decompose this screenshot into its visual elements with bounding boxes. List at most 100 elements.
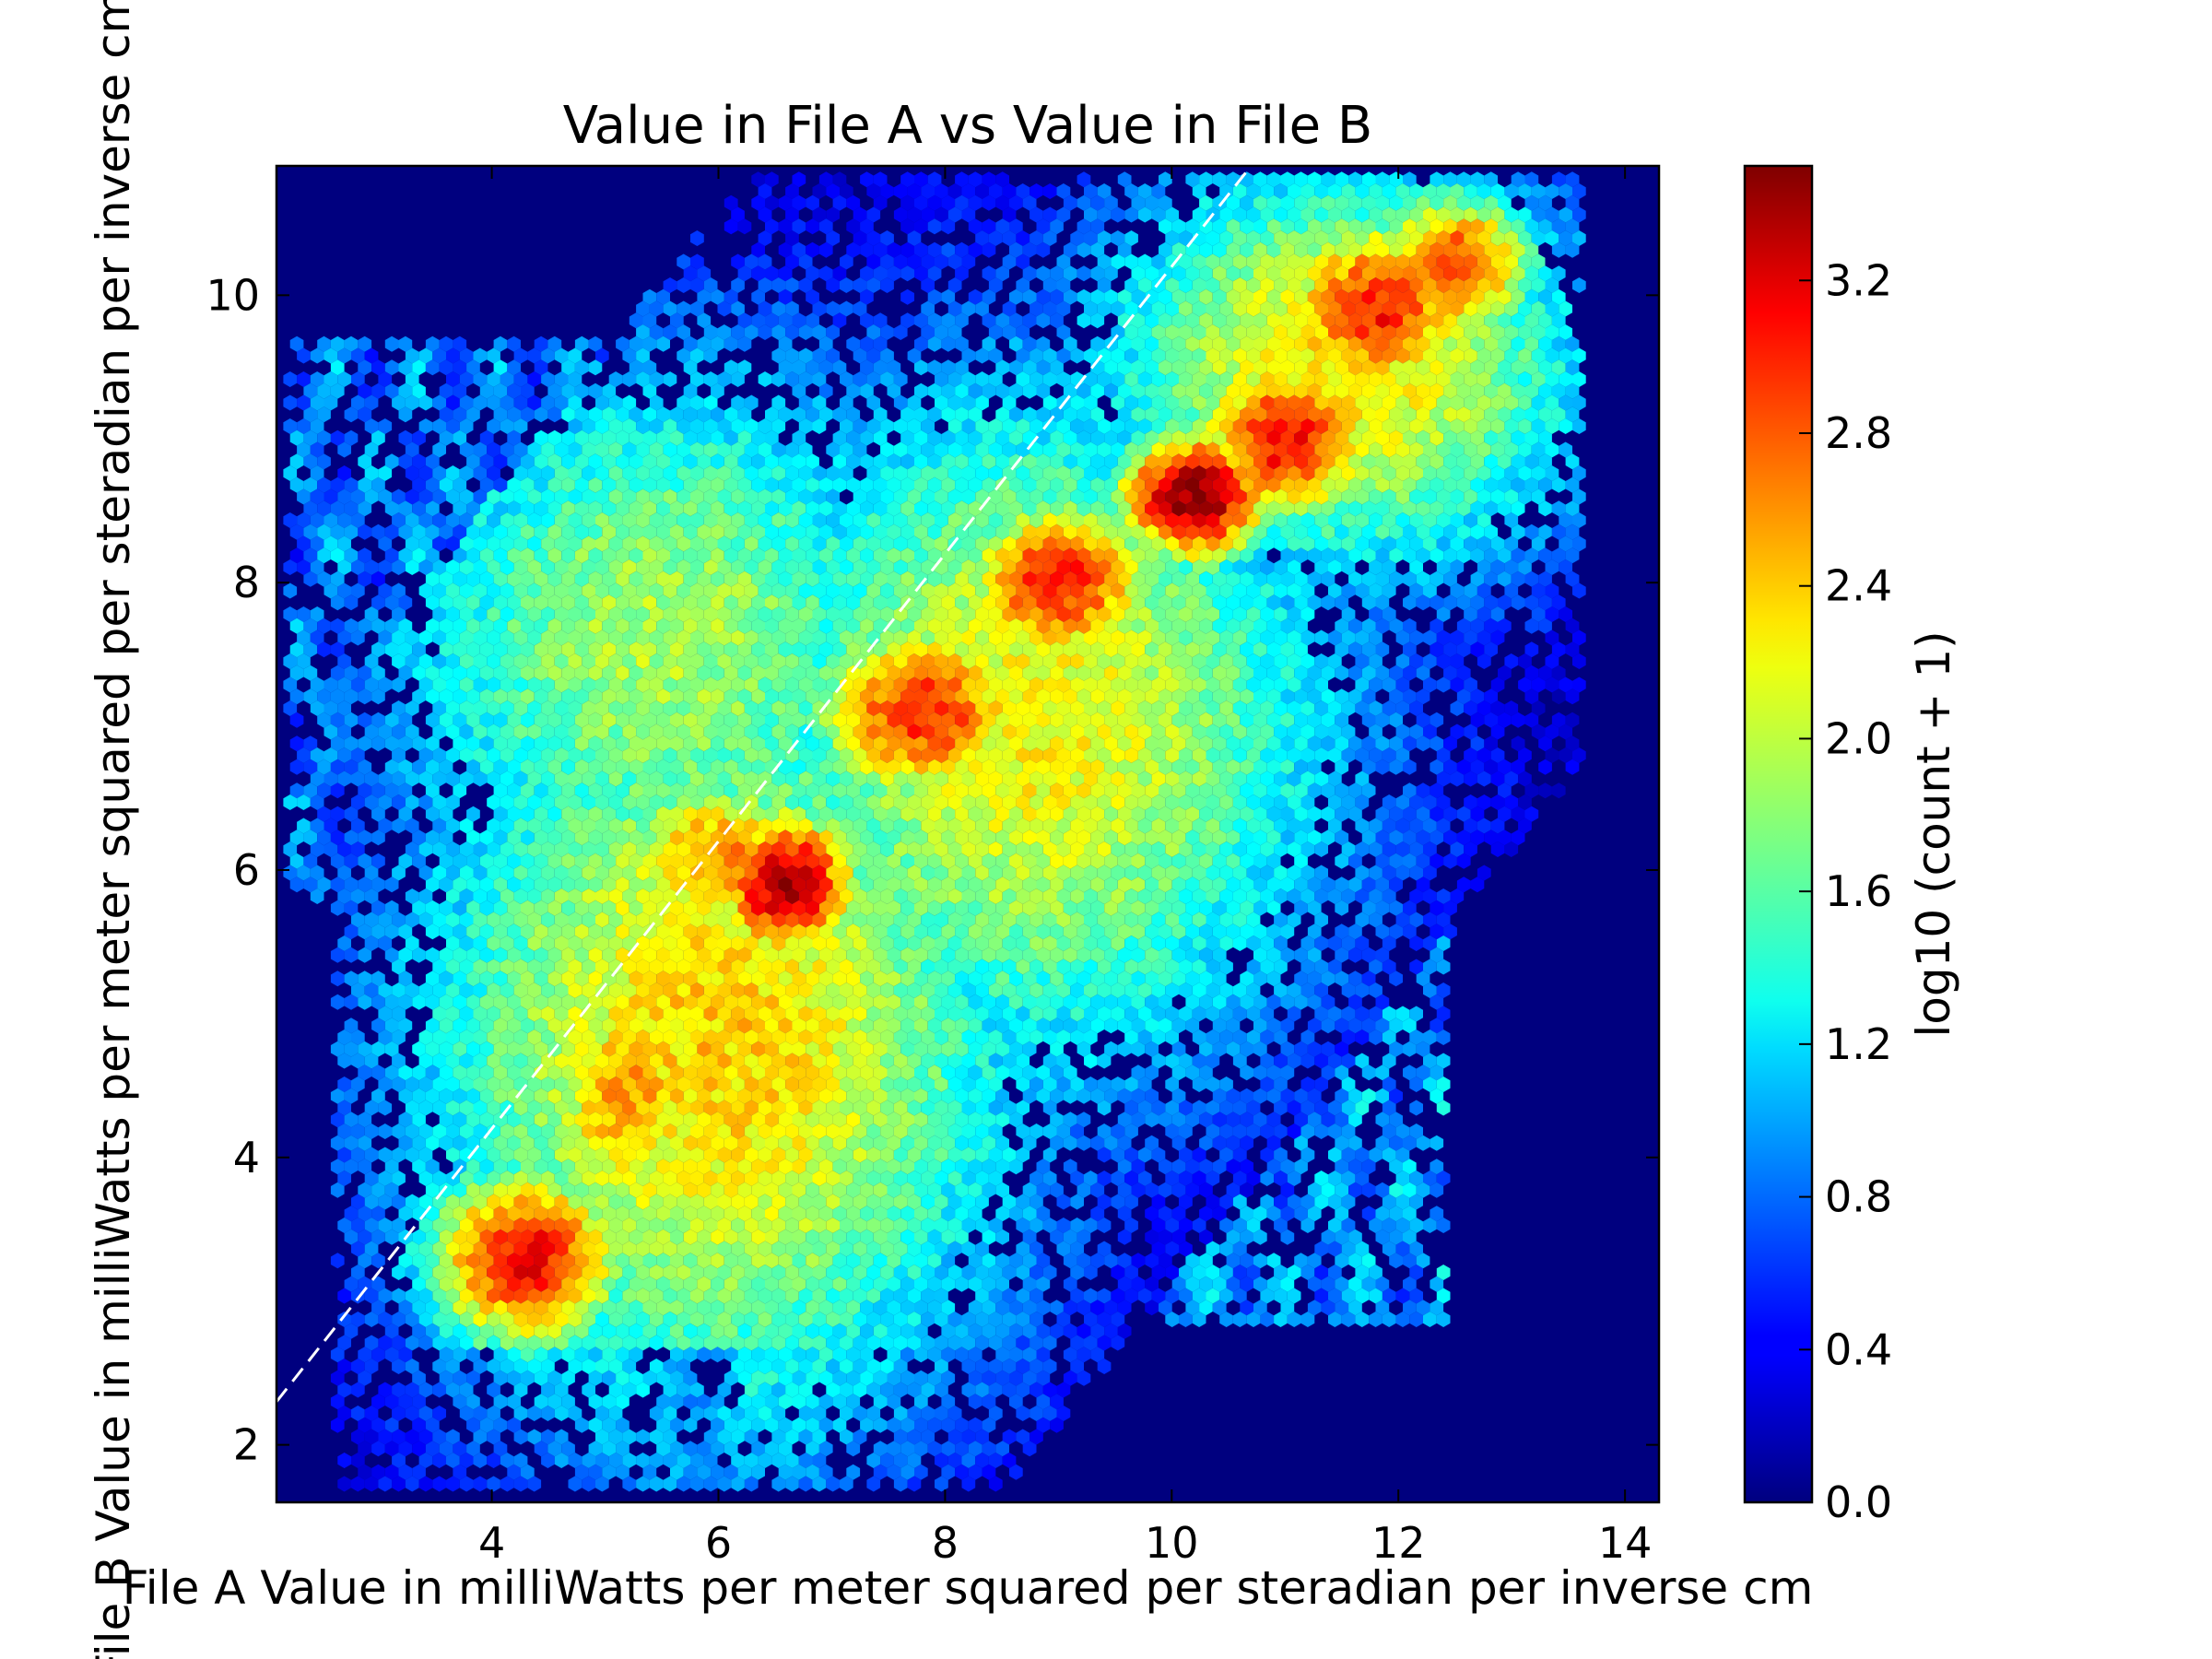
hex-cell — [1395, 277, 1410, 293]
hex-cell — [1097, 277, 1112, 293]
hex-cell — [1307, 382, 1322, 399]
hex-cell — [663, 371, 677, 387]
hex-cell — [677, 253, 690, 270]
hex-cell — [1314, 347, 1328, 364]
hex-cell — [493, 382, 508, 399]
hex-cell — [1443, 288, 1457, 305]
hex-cell — [771, 324, 786, 340]
hex-cell — [826, 230, 840, 246]
hex-cell — [1565, 171, 1580, 188]
hex-cell — [1572, 347, 1586, 364]
hex-cell — [1355, 371, 1370, 387]
hex-cell — [792, 241, 806, 258]
hex-cell — [1430, 359, 1444, 376]
hex-cell — [1361, 241, 1376, 258]
hex-cell — [927, 335, 942, 352]
hex-cell — [1030, 371, 1043, 387]
hex-cell — [1403, 194, 1417, 211]
hex-cell — [1159, 241, 1172, 258]
hex-cell — [778, 335, 793, 352]
hex-cell — [1328, 324, 1342, 340]
hex-cell — [1545, 347, 1559, 364]
hex-cell — [1042, 206, 1057, 223]
hex-cell — [677, 347, 690, 364]
hex-cell — [1232, 347, 1247, 364]
hex-cell — [1504, 253, 1519, 270]
hex-cell — [914, 312, 928, 329]
hex-cell — [846, 218, 861, 235]
hex-cell — [697, 312, 712, 329]
hex-cell — [1104, 382, 1118, 399]
hex-cell — [473, 347, 488, 364]
hex-cell — [1159, 288, 1172, 305]
hex-cell — [961, 371, 976, 387]
hex-cell — [1484, 382, 1498, 399]
hex-cell — [1246, 230, 1261, 246]
hex-cell — [1260, 206, 1275, 223]
hex-cell — [778, 194, 793, 211]
hex-cell — [731, 324, 745, 340]
hex-cell — [785, 277, 799, 293]
hex-cell — [1436, 183, 1451, 199]
hex-cell — [812, 324, 827, 340]
hex-cell — [1056, 253, 1071, 270]
hex-cell — [1260, 277, 1275, 293]
hex-cell — [1124, 230, 1138, 246]
hex-cell — [1009, 335, 1023, 352]
hex-cell — [1307, 288, 1322, 305]
hex-cell — [1111, 230, 1125, 246]
hex-cell — [1389, 265, 1403, 282]
hex-cell — [1464, 371, 1477, 387]
hex-cell — [900, 312, 914, 329]
hex-cell — [1226, 312, 1241, 329]
hex-cell — [935, 371, 948, 387]
hex-cell — [1531, 277, 1546, 293]
hex-cell — [324, 347, 338, 364]
hex-cell — [846, 382, 861, 399]
hex-cell — [866, 371, 881, 387]
hex-cell — [1443, 194, 1457, 211]
hex-cell — [1335, 171, 1349, 188]
hex-cell — [1423, 371, 1437, 387]
hex-cell — [384, 382, 399, 399]
hex-cell — [1185, 335, 1200, 352]
hex-cell — [900, 265, 914, 282]
hex-cell — [642, 312, 657, 329]
hex-cell — [1016, 347, 1030, 364]
hex-cell — [1341, 324, 1356, 340]
hex-cell — [439, 359, 453, 376]
hex-cell — [398, 359, 413, 376]
hex-cell — [1565, 218, 1580, 235]
hex-cell — [1294, 359, 1308, 376]
hex-cell — [398, 335, 413, 352]
hex-cell — [636, 300, 650, 317]
hex-cell — [1341, 206, 1356, 223]
hex-cell — [1212, 335, 1227, 352]
hex-cell — [758, 300, 772, 317]
hex-cell — [1253, 241, 1267, 258]
hex-cell — [1382, 253, 1396, 270]
hex-cell — [1559, 230, 1572, 246]
hex-cell — [1498, 218, 1512, 235]
hex-cell — [1403, 359, 1417, 376]
hex-cell — [921, 300, 935, 317]
hex-cell — [1375, 382, 1390, 399]
hex-cell — [1382, 324, 1396, 340]
hex-cell — [982, 335, 996, 352]
hex-cell — [988, 324, 1003, 340]
hex-cell — [711, 335, 724, 352]
hex-cell — [1266, 265, 1281, 282]
hex-cell — [493, 359, 508, 376]
hex-cell — [1484, 194, 1498, 211]
hex-cell — [935, 183, 948, 199]
hex-cell — [1260, 183, 1275, 199]
hex-cell — [1131, 194, 1146, 211]
hex-cell — [1287, 277, 1301, 293]
hex-cell — [818, 335, 833, 352]
hex-cell — [1328, 371, 1342, 387]
hex-cell — [1361, 335, 1376, 352]
hex-cell — [1314, 324, 1328, 340]
hex-cell — [785, 206, 799, 223]
hex-cell — [1456, 265, 1471, 282]
hex-cell — [1042, 347, 1057, 364]
